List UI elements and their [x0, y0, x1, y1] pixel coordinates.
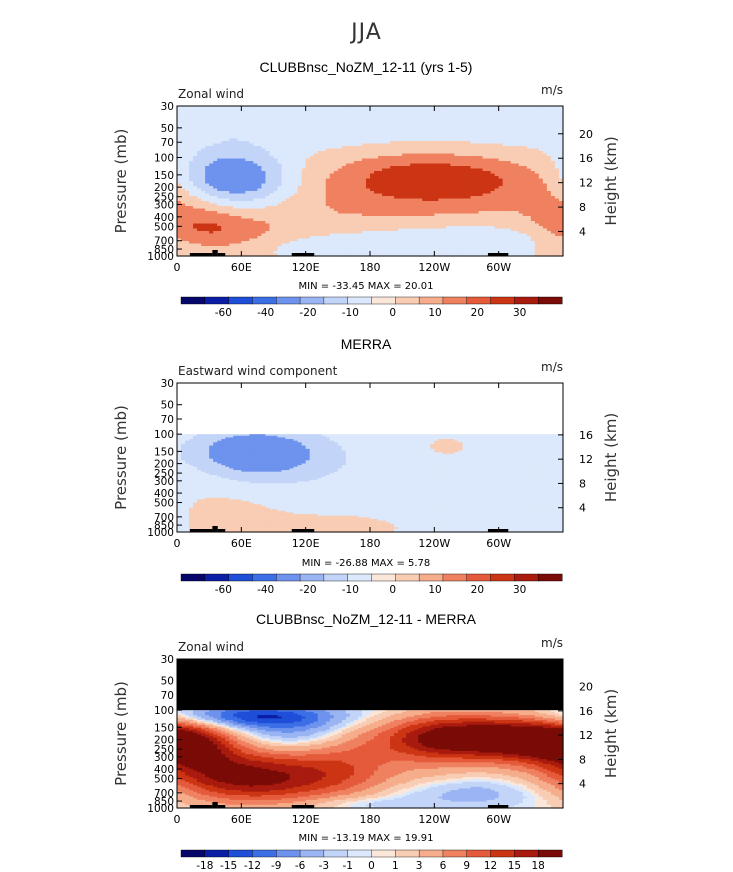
panel-1: CLUBBnsc_NoZM_12-11 (yrs 1-5) Zonal wind m… — [112, 59, 620, 319]
contour-field — [177, 106, 564, 257]
panel-title: CLUBBnsc_NoZM_12-11 (yrs 1-5) — [260, 59, 473, 75]
field-label: Zonal wind — [178, 87, 244, 101]
figure: CLUBBnsc_NoZM_12-11 (yrs 1-5) Zonal wind m… — [0, 0, 733, 872]
units-label: m/s — [541, 83, 563, 97]
